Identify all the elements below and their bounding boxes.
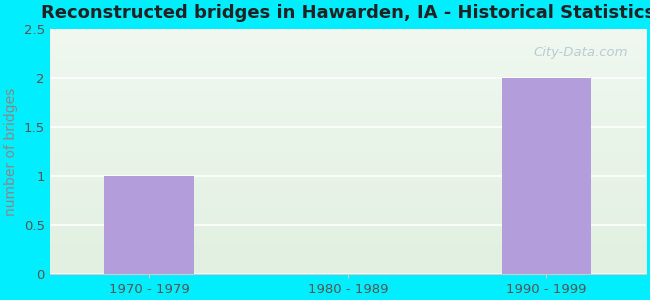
- Text: City-Data.com: City-Data.com: [534, 46, 628, 59]
- Bar: [105, 176, 194, 274]
- Title: Reconstructed bridges in Hawarden, IA - Historical Statistics: Reconstructed bridges in Hawarden, IA - …: [41, 4, 650, 22]
- Bar: [502, 78, 592, 274]
- Y-axis label: number of bridges: number of bridges: [4, 87, 18, 216]
